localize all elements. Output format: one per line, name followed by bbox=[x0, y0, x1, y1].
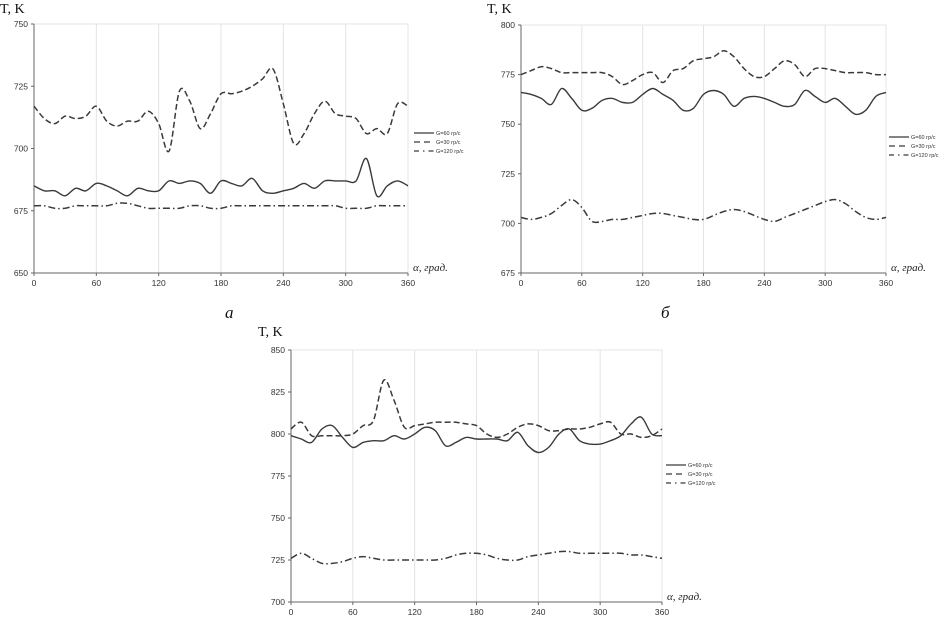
x-tick-label: 120 bbox=[152, 278, 166, 288]
x-axis-title: α, град. bbox=[413, 262, 448, 274]
legend-label: G=60 гр/с bbox=[688, 463, 713, 469]
panel-caption: б bbox=[661, 303, 670, 322]
x-tick-label: 60 bbox=[577, 278, 587, 288]
y-tick-label: 825 bbox=[271, 387, 285, 397]
x-tick-label: 360 bbox=[879, 278, 893, 288]
x-tick-label: 0 bbox=[32, 278, 37, 288]
y-tick-label: 725 bbox=[14, 81, 28, 91]
y-tick-label: 800 bbox=[271, 429, 285, 439]
x-tick-label: 300 bbox=[818, 278, 832, 288]
x-tick-label: 180 bbox=[696, 278, 710, 288]
panel-caption: а bbox=[225, 303, 234, 322]
legend-label: G=120 гр/с bbox=[436, 149, 464, 155]
y-axis-title: T, K bbox=[0, 2, 25, 17]
legend-label: G=120 гр/с bbox=[911, 153, 939, 159]
series-line-dashed bbox=[290, 379, 663, 439]
y-axis-title: T, K bbox=[258, 325, 283, 340]
x-tick-label: 360 bbox=[401, 278, 415, 288]
y-tick-label: 700 bbox=[271, 597, 285, 607]
legend-label: G=30 гр/с bbox=[436, 140, 461, 146]
x-tick-label: 180 bbox=[469, 607, 483, 617]
x-tick-label: 60 bbox=[348, 607, 358, 617]
y-tick-label: 650 bbox=[14, 268, 28, 278]
series-line-dash-dot bbox=[290, 550, 663, 565]
x-tick-label: 240 bbox=[276, 278, 290, 288]
y-tick-label: 800 bbox=[501, 20, 515, 30]
series-line-solid bbox=[33, 157, 409, 198]
series-line-dashed bbox=[520, 50, 887, 86]
x-axis-title: α, град. bbox=[891, 262, 926, 274]
y-tick-label: 750 bbox=[501, 119, 515, 129]
legend-label: G=30 гр/с bbox=[688, 472, 713, 478]
y-tick-label: 750 bbox=[271, 513, 285, 523]
chart-panel: 0 60 120 180 240 300 360 650 675 700 725 750 T, K α, … bbox=[0, 2, 464, 322]
legend-label: G=120 гр/с bbox=[688, 481, 716, 487]
legend-label: G=30 гр/с bbox=[911, 144, 936, 150]
x-tick-label: 300 bbox=[593, 607, 607, 617]
chart-panel: 0 60 120 180 240 300 360 700 725 750 775 800 825 850 T… bbox=[258, 325, 716, 617]
x-axis-title: α, град. bbox=[667, 591, 702, 603]
x-tick-label: 300 bbox=[339, 278, 353, 288]
legend-label: G=60 гр/с bbox=[436, 131, 461, 137]
x-tick-label: 0 bbox=[519, 278, 524, 288]
x-tick-label: 360 bbox=[655, 607, 669, 617]
y-tick-label: 725 bbox=[271, 555, 285, 565]
y-tick-label: 700 bbox=[501, 218, 515, 228]
x-tick-label: 240 bbox=[757, 278, 771, 288]
series-line-dash-dot bbox=[33, 202, 408, 210]
x-tick-label: 0 bbox=[289, 607, 294, 617]
y-tick-label: 750 bbox=[14, 19, 28, 29]
series-line-solid bbox=[290, 416, 663, 454]
y-tick-label: 725 bbox=[501, 169, 515, 179]
chart-panel: 0 60 120 180 240 300 360 675 700 725 750 775 800 T, K… bbox=[487, 2, 939, 322]
y-axis-title: T, K bbox=[487, 2, 512, 17]
x-tick-label: 120 bbox=[408, 607, 422, 617]
y-tick-label: 850 bbox=[271, 345, 285, 355]
series-line-solid bbox=[520, 87, 887, 116]
series-line-dashed bbox=[33, 67, 409, 153]
y-tick-label: 775 bbox=[271, 471, 285, 481]
y-tick-label: 775 bbox=[501, 70, 515, 80]
x-tick-label: 120 bbox=[636, 278, 650, 288]
x-tick-label: 240 bbox=[531, 607, 545, 617]
series-line-dash-dot bbox=[520, 198, 887, 224]
x-tick-label: 180 bbox=[214, 278, 228, 288]
legend-label: G=60 гр/с bbox=[911, 135, 936, 141]
y-tick-label: 675 bbox=[14, 206, 28, 216]
y-tick-label: 675 bbox=[501, 268, 515, 278]
y-tick-label: 700 bbox=[14, 144, 28, 154]
x-tick-label: 60 bbox=[92, 278, 102, 288]
